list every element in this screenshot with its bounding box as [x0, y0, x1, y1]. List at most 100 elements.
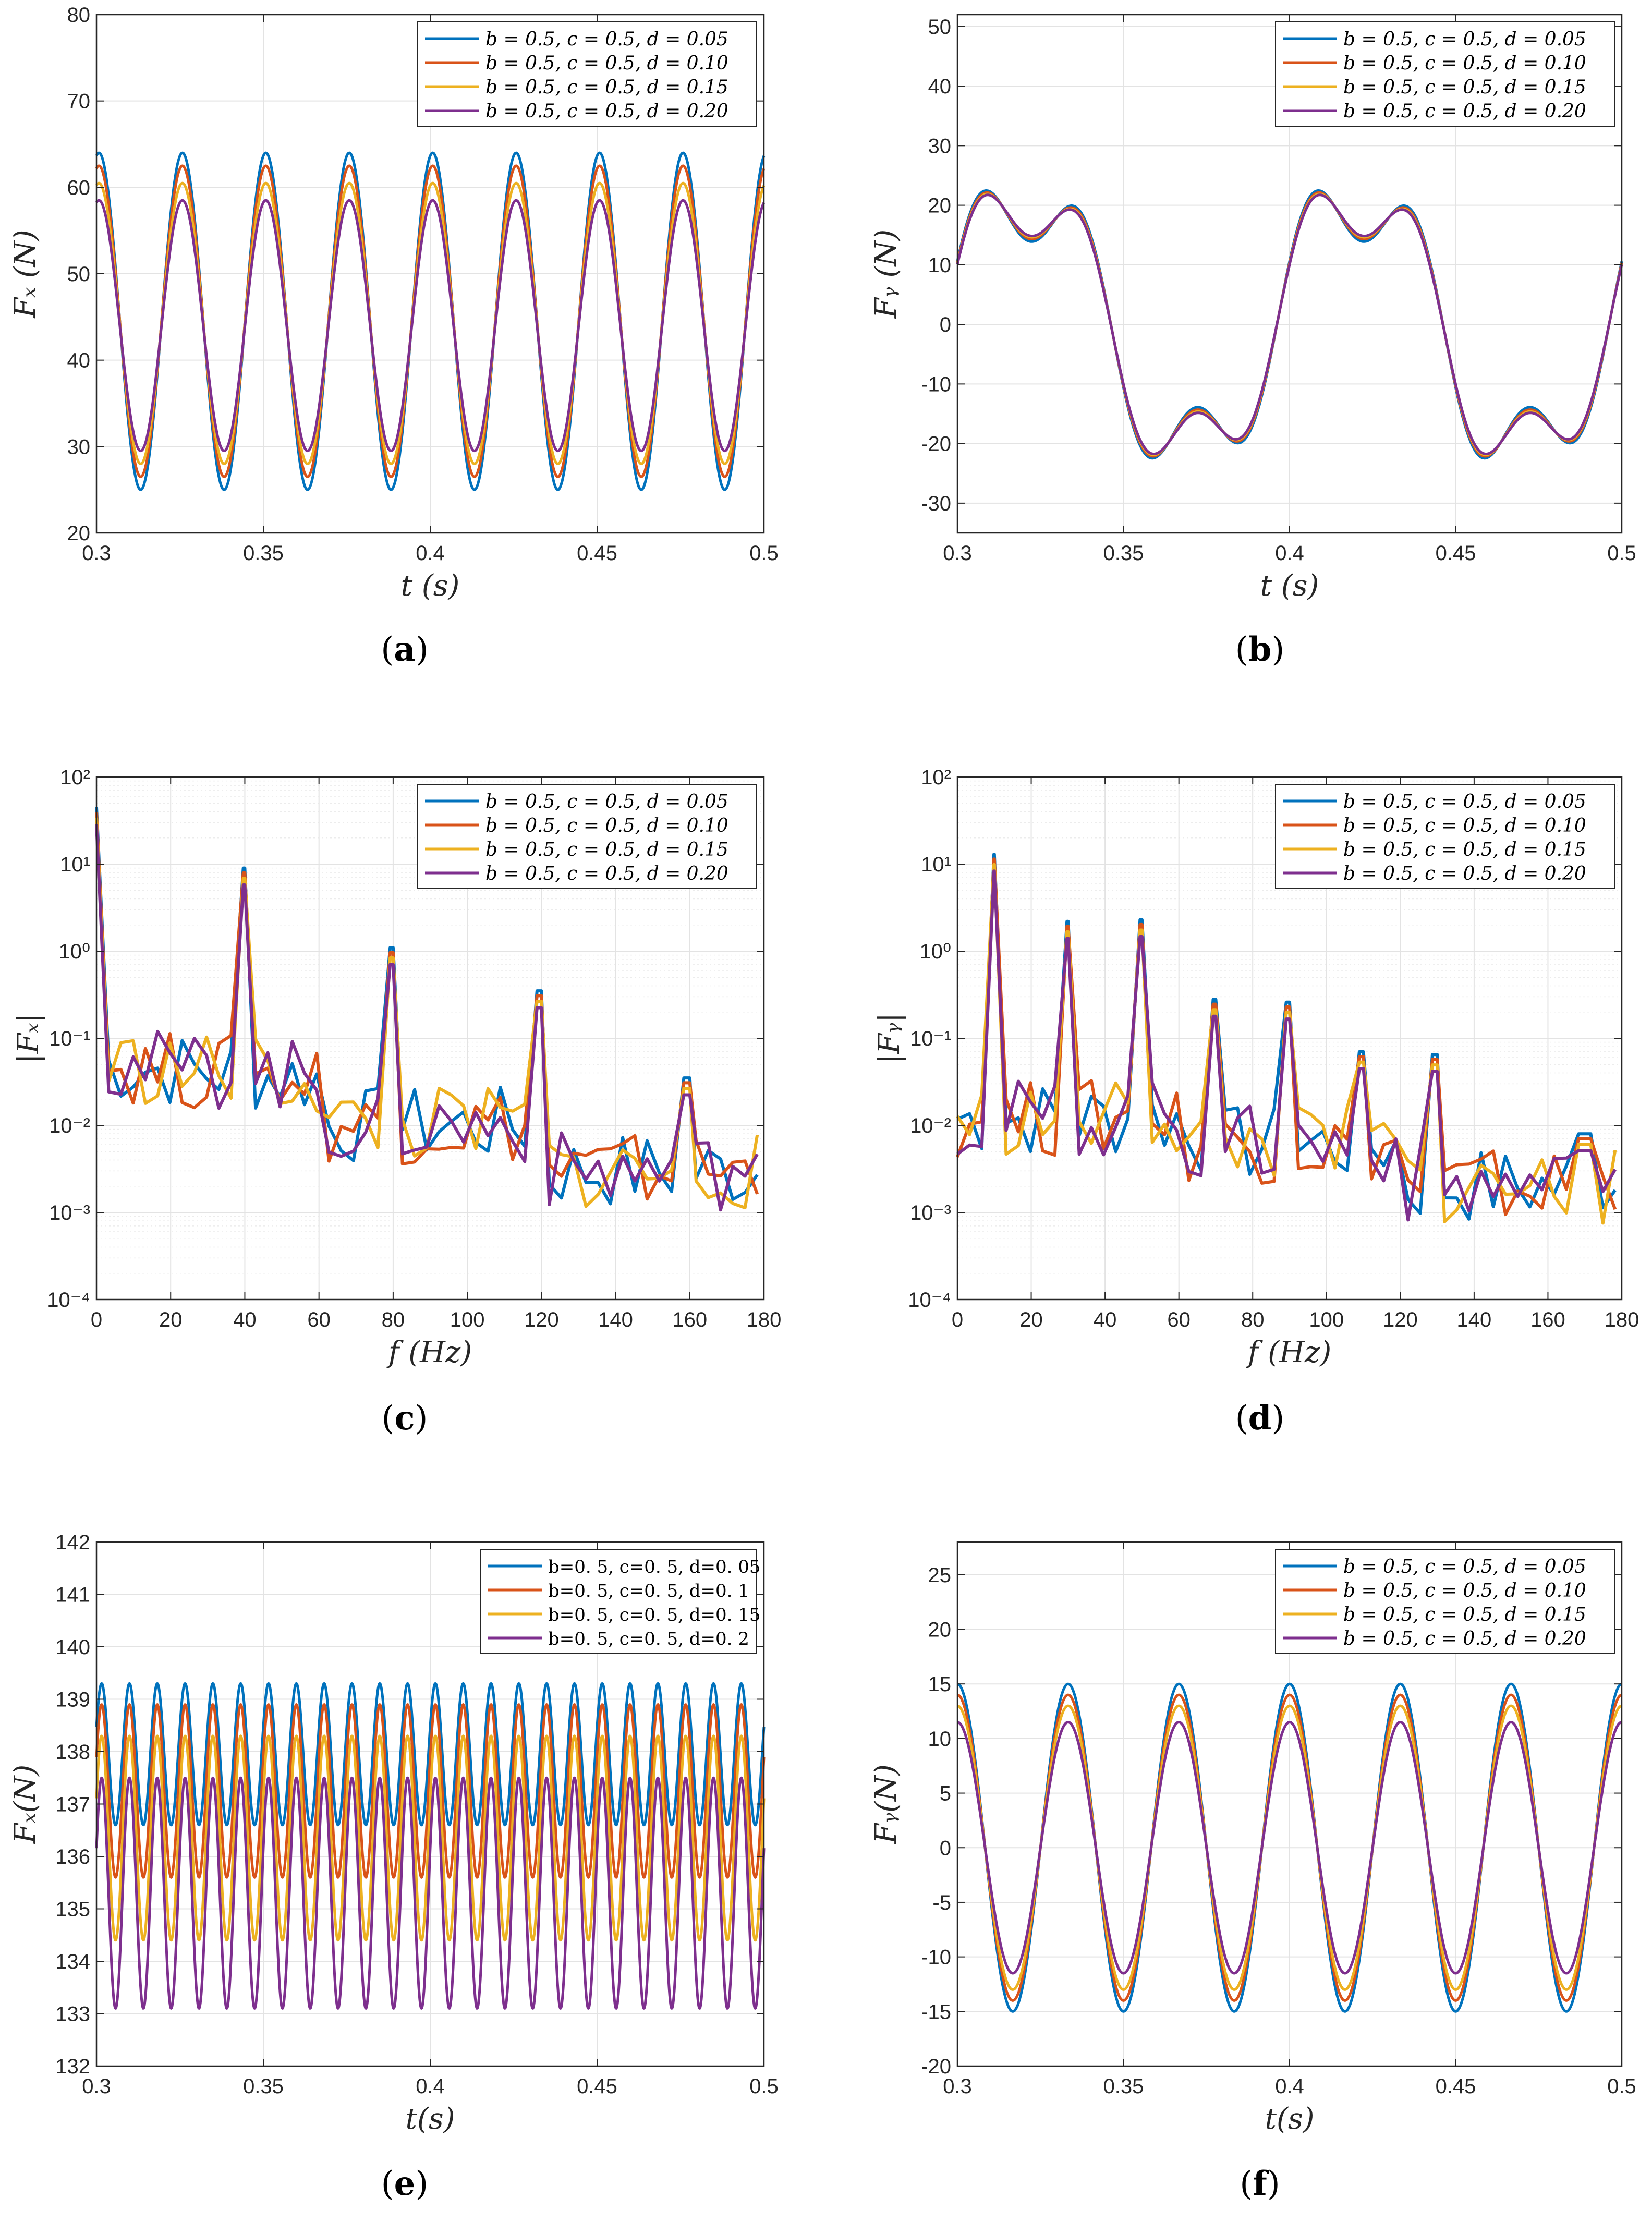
y-tick-label: 70 [67, 90, 91, 113]
y-tick-label: 10⁻⁴ [908, 1289, 951, 1312]
y-axis-label: Fᵧ(N) [869, 1764, 903, 1844]
x-tick-label: 0.3 [943, 542, 972, 565]
x-tick-label: 80 [382, 1308, 405, 1331]
y-tick-label: 142 [55, 1531, 90, 1554]
caption-d: (d) [1235, 1399, 1285, 1438]
series-line-4 [956, 869, 1617, 1222]
caption-c: (c) [381, 1399, 428, 1438]
y-tick-label: 50 [67, 263, 91, 286]
legend-entry: b = 0.5, c = 0.5, d = 0.20 [1343, 863, 1586, 884]
x-tick-label: 0.35 [243, 2075, 284, 2098]
legend-entry: b = 0.5, c = 0.5, d = 0.15 [485, 839, 728, 860]
y-tick-label: 30 [928, 135, 952, 157]
y-tick-label: 10¹ [60, 853, 90, 876]
caption-e: (e) [381, 2164, 429, 2203]
legend: b = 0.5, c = 0.5, d = 0.05 b = 0.5, c = 0… [1275, 21, 1615, 127]
x-axis-label: f (Hz) [386, 1335, 472, 1369]
y-tick-label: 0 [940, 313, 951, 336]
x-tick-label: 0.3 [82, 2075, 111, 2098]
y-tick-label: 10⁻² [49, 1114, 90, 1137]
y-tick-label: 138 [55, 1741, 90, 1764]
series-line-3 [95, 1734, 766, 1942]
y-axis-label: |Fₓ| [11, 1013, 45, 1063]
x-tick-label: 0.35 [243, 542, 284, 565]
legend-entry: b = 0.5, c = 0.5, d = 0.20 [1343, 101, 1586, 122]
x-tick-label: 20 [159, 1308, 183, 1331]
y-tick-label: 10⁰ [58, 940, 90, 963]
y-tick-label: 10² [921, 766, 951, 789]
y-tick-label: 20 [928, 195, 952, 217]
legend-entry: b = 0.5, c = 0.5, d = 0.10 [485, 815, 728, 836]
x-tick-label: 0.45 [1436, 542, 1476, 565]
x-tick-label: 160 [672, 1308, 707, 1331]
x-tick-label: 20 [1019, 1308, 1043, 1331]
y-tick-label: 10⁻⁴ [47, 1289, 90, 1312]
x-tick-label: 0.5 [749, 542, 779, 565]
legend: b = 0.5, c = 0.5, d = 0.05 b = 0.5, c = 0… [1275, 784, 1615, 889]
legend-entry: b=0. 5, c=0. 5, d=0. 1 [548, 1581, 749, 1601]
x-tick-label: 0.35 [1103, 2075, 1144, 2098]
series-line-2 [956, 1693, 1623, 2002]
x-tick-label: 80 [1241, 1308, 1265, 1331]
series-line-1 [956, 1682, 1623, 2013]
x-tick-label: 120 [1383, 1308, 1418, 1331]
x-tick-label: 60 [307, 1308, 331, 1331]
y-tick-label: 30 [67, 435, 91, 458]
y-tick-label: -5 [932, 1891, 951, 1914]
legend: b = 0.5, c = 0.5, d = 0.05 b = 0.5, c = 0… [1275, 1549, 1615, 1654]
legend-entry: b = 0.5, c = 0.5, d = 0.05 [1343, 791, 1586, 812]
x-tick-label: 0.4 [1275, 542, 1304, 565]
series-line-4 [95, 199, 766, 453]
x-tick-label: 0.5 [1607, 2075, 1636, 2098]
x-tick-label: 140 [598, 1308, 633, 1331]
x-tick-label: 0.5 [749, 2075, 779, 2098]
chart-a: 0.3 0.35 0.4 0.45 0.5 20 30 40 50 60 70 80 t (s) Fₓ (… [8, 4, 779, 603]
chart-c: 0 20 40 60 80 100 120 140 160 180 10⁻⁴ 10⁻³ 10⁻² 10⁻¹… [11, 766, 781, 1369]
chart-e: 0.3 0.35 0.4 0.45 0.5 132 133 134 135 136 137 138 13… [8, 1531, 779, 2136]
legend-entry: b = 0.5, c = 0.5, d = 0.05 [1343, 29, 1586, 50]
x-axis-label: t(s) [406, 2102, 455, 2136]
y-tick-label: 60 [67, 176, 91, 199]
series-line-4 [95, 1776, 766, 2010]
x-tick-label: 180 [1605, 1308, 1639, 1331]
y-tick-label: -30 [921, 492, 951, 515]
legend: b=0. 5, c=0. 5, d=0. 05 b=0. 5, c=0. 5, d… [480, 1549, 761, 1654]
legend-entry: b = 0.5, c = 0.5, d = 0.15 [1343, 839, 1586, 860]
y-tick-label: 25 [928, 1564, 952, 1587]
y-tick-label: 20 [67, 522, 91, 545]
x-tick-label: 0.4 [416, 2075, 445, 2098]
series-line-1 [95, 1682, 766, 1827]
x-tick-label: 0.45 [577, 542, 617, 565]
x-tick-label: 60 [1167, 1308, 1191, 1331]
y-tick-label: 10⁻³ [49, 1201, 90, 1224]
x-tick-label: 0.4 [416, 542, 445, 565]
y-tick-label: 10 [928, 1728, 952, 1751]
x-tick-label: 160 [1530, 1308, 1565, 1331]
y-tick-label: 10⁻¹ [49, 1027, 90, 1050]
series-line-3 [956, 1704, 1623, 1991]
x-tick-label: 40 [233, 1308, 257, 1331]
chart-d: 0 20 40 60 80 100 120 140 160 180 10⁻⁴ 10⁻³ 10⁻² 10⁻¹… [872, 766, 1639, 1369]
y-tick-label: -20 [921, 433, 951, 456]
legend-entry: b = 0.5, c = 0.5, d = 0.20 [485, 863, 728, 884]
y-tick-label: 135 [55, 1898, 90, 1921]
y-tick-label: 134 [55, 1950, 90, 1973]
y-axis-label: Fₓ (N) [8, 229, 42, 318]
legend: b = 0.5, c = 0.5, d = 0.05 b = 0.5, c = 0… [417, 784, 757, 889]
y-tick-label: 20 [928, 1619, 952, 1642]
legend-entry: b = 0.5, c = 0.5, d = 0.20 [1343, 1628, 1586, 1649]
x-tick-label: 0.4 [1275, 2075, 1304, 2098]
y-tick-label: 80 [67, 4, 91, 27]
x-tick-label: 140 [1457, 1308, 1492, 1331]
y-axis-label: Fᵧ (N) [869, 229, 903, 319]
legend-entry: b = 0.5, c = 0.5, d = 0.05 [485, 29, 728, 50]
y-tick-label: 5 [940, 1782, 951, 1805]
x-tick-label: 100 [1309, 1308, 1344, 1331]
y-tick-label: 15 [928, 1673, 952, 1696]
y-tick-label: 140 [55, 1636, 90, 1659]
x-axis-label: t (s) [1260, 569, 1319, 603]
x-tick-label: 100 [450, 1308, 485, 1331]
y-tick-label: 10¹ [921, 853, 951, 876]
x-axis-label: t(s) [1265, 2102, 1315, 2136]
